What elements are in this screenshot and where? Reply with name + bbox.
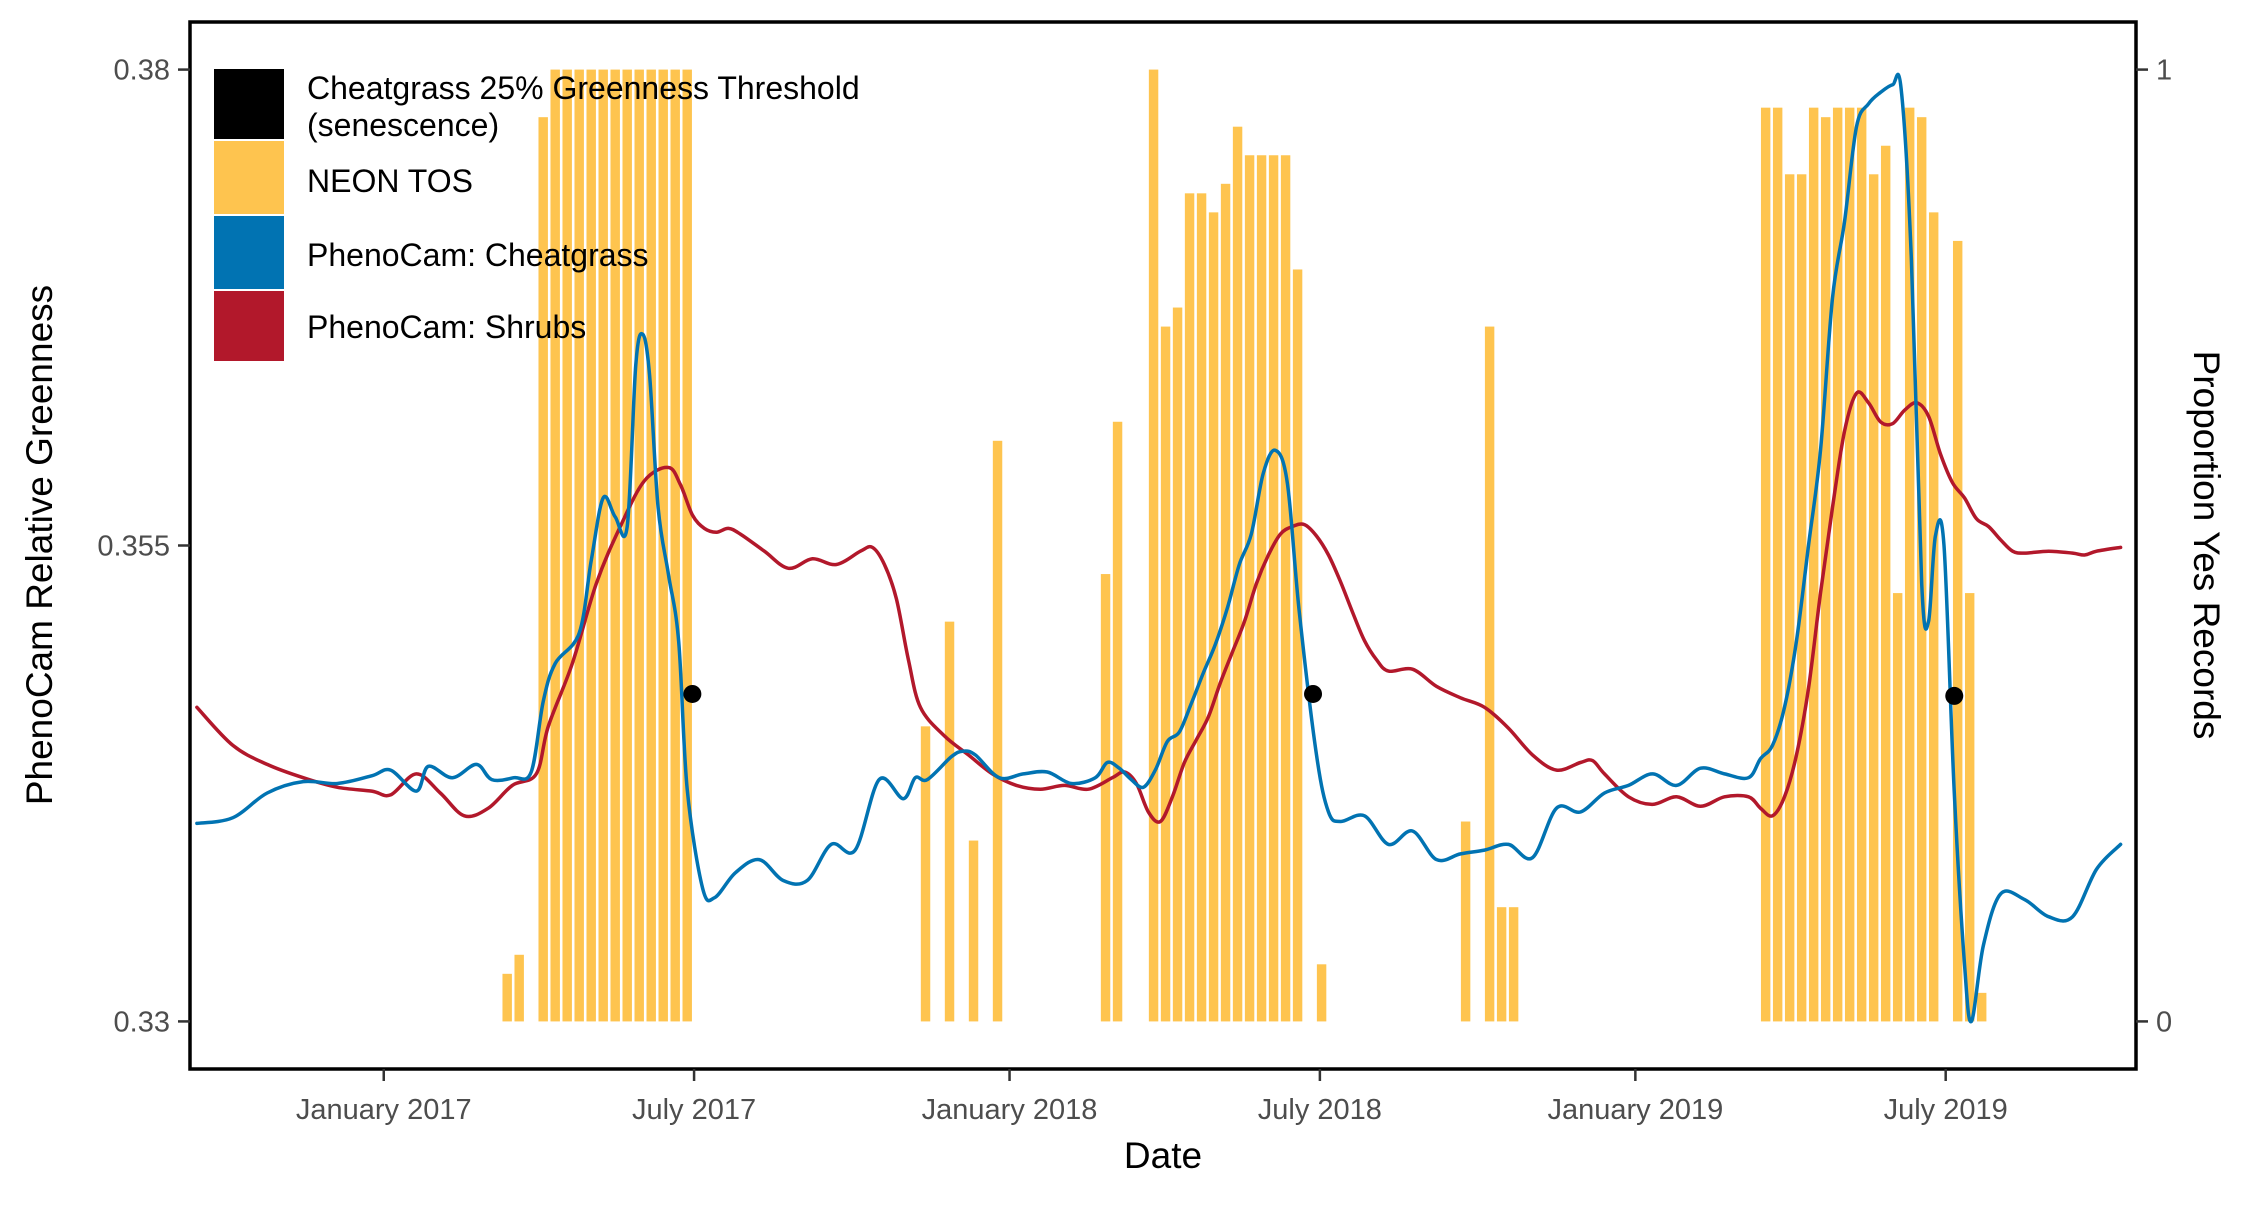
neon-tos-bar bbox=[610, 69, 620, 1022]
neon-tos-bar bbox=[1844, 107, 1855, 1022]
neon-tos-bar bbox=[670, 69, 680, 1022]
bars-layer bbox=[502, 69, 1987, 1022]
threshold-layer bbox=[683, 684, 1964, 705]
x-tick-label: January 2017 bbox=[296, 1094, 472, 1126]
legend-key bbox=[212, 67, 286, 141]
y-left-tick-label: 0.355 bbox=[97, 531, 170, 563]
neon-tos-bar bbox=[920, 726, 931, 1022]
neon-tos-bar bbox=[1244, 155, 1255, 1022]
neon-tos-bar bbox=[622, 69, 632, 1022]
neon-tos-bar bbox=[1784, 174, 1795, 1022]
neon-tos-bar bbox=[550, 69, 560, 1022]
neon-tos-bar bbox=[944, 621, 955, 1022]
neon-tos-bar bbox=[538, 117, 548, 1022]
neon-tos-bar bbox=[682, 69, 692, 1022]
x-axis-title: Date bbox=[1124, 1135, 1202, 1176]
neon-tos-bar bbox=[1148, 69, 1159, 1022]
y-axis-title-right: Proportion Yes Records bbox=[2186, 351, 2227, 740]
neon-tos-bar bbox=[1484, 326, 1495, 1022]
legend-label: Cheatgrass 25% Greenness Threshold bbox=[307, 70, 860, 106]
neon-tos-bar bbox=[646, 69, 656, 1022]
neon-tos-bar bbox=[1928, 212, 1939, 1022]
legend-label: NEON TOS bbox=[307, 163, 473, 199]
neon-tos-bar bbox=[1100, 574, 1111, 1022]
neon-tos-bar bbox=[1868, 174, 1879, 1022]
legend-label: PhenoCam: Cheatgrass bbox=[307, 237, 649, 273]
legend-key bbox=[212, 289, 286, 363]
neon-tos-bar bbox=[1508, 907, 1519, 1022]
neon-tos-bar bbox=[1208, 212, 1219, 1022]
neon-tos-bar bbox=[1904, 107, 1915, 1022]
y-right-tick-label: 0 bbox=[2156, 1006, 2172, 1038]
threshold-point bbox=[1945, 686, 1964, 705]
neon-tos-bar bbox=[1760, 107, 1771, 1022]
neon-tos-bar bbox=[1976, 992, 1987, 1022]
neon-tos-bar bbox=[1892, 593, 1903, 1022]
neon-tos-bar bbox=[1832, 107, 1843, 1022]
neon-tos-bar bbox=[574, 69, 584, 1022]
legend-key bbox=[212, 214, 286, 291]
x-tick-label: January 2019 bbox=[1547, 1094, 1723, 1126]
neon-tos-bar bbox=[1496, 907, 1507, 1022]
neon-tos-bar bbox=[1292, 269, 1303, 1022]
y-left-tick-label: 0.33 bbox=[114, 1006, 170, 1038]
neon-tos-bar bbox=[1808, 107, 1819, 1022]
x-tick-label: January 2018 bbox=[922, 1094, 1098, 1126]
neon-tos-bar bbox=[586, 69, 596, 1022]
legend-label: (senescence) bbox=[307, 107, 499, 143]
neon-tos-bar bbox=[1256, 155, 1267, 1022]
y-right-tick-label: 1 bbox=[2156, 55, 2172, 87]
neon-tos-bar bbox=[1316, 964, 1327, 1022]
threshold-point bbox=[1304, 684, 1323, 703]
threshold-point bbox=[683, 684, 702, 703]
legend-label: PhenoCam: Shrubs bbox=[307, 309, 586, 345]
neon-tos-bar bbox=[514, 954, 524, 1022]
neon-tos-bar bbox=[634, 69, 644, 1022]
x-tick-label: July 2019 bbox=[1884, 1094, 2008, 1126]
neon-tos-bar bbox=[1220, 183, 1231, 1022]
neon-tos-bar bbox=[1820, 117, 1831, 1022]
neon-tos-bar bbox=[1268, 155, 1279, 1022]
x-tick-label: July 2017 bbox=[632, 1094, 756, 1126]
neon-tos-bar bbox=[1964, 593, 1975, 1022]
neon-tos-bar bbox=[1772, 107, 1783, 1022]
neon-tos-bar bbox=[1172, 307, 1183, 1022]
legend-key bbox=[212, 139, 286, 216]
neon-tos-bar bbox=[1460, 821, 1471, 1022]
neon-tos-bar bbox=[1280, 155, 1291, 1022]
neon-tos-bar bbox=[1184, 193, 1195, 1022]
lines-layer bbox=[195, 72, 2123, 1024]
neon-tos-bar bbox=[502, 973, 512, 1022]
neon-tos-bar bbox=[1856, 107, 1867, 1022]
neon-tos-bar bbox=[1160, 326, 1171, 1022]
legend: Cheatgrass 25% Greenness Threshold(senes… bbox=[212, 67, 860, 363]
axes-layer: January 2017 July 2017 January 2018 July 20… bbox=[97, 55, 2172, 1126]
neon-tos-bar bbox=[968, 840, 979, 1022]
neon-tos-bar bbox=[562, 69, 572, 1022]
neon-tos-bar bbox=[992, 440, 1003, 1022]
neon-tos-bar bbox=[1112, 421, 1123, 1022]
y-axis-title-left: PhenoCam Relative Greenness bbox=[19, 285, 60, 805]
cheatgrass-line bbox=[195, 72, 2123, 1024]
x-tick-label: July 2018 bbox=[1258, 1094, 1382, 1126]
y-left-tick-label: 0.38 bbox=[114, 55, 170, 87]
neon-tos-bar bbox=[1952, 240, 1963, 1022]
neon-tos-bar bbox=[1196, 193, 1207, 1022]
neon-tos-bar bbox=[1880, 145, 1891, 1022]
neon-tos-bar bbox=[598, 69, 608, 1022]
shrubs-line bbox=[195, 390, 2123, 824]
